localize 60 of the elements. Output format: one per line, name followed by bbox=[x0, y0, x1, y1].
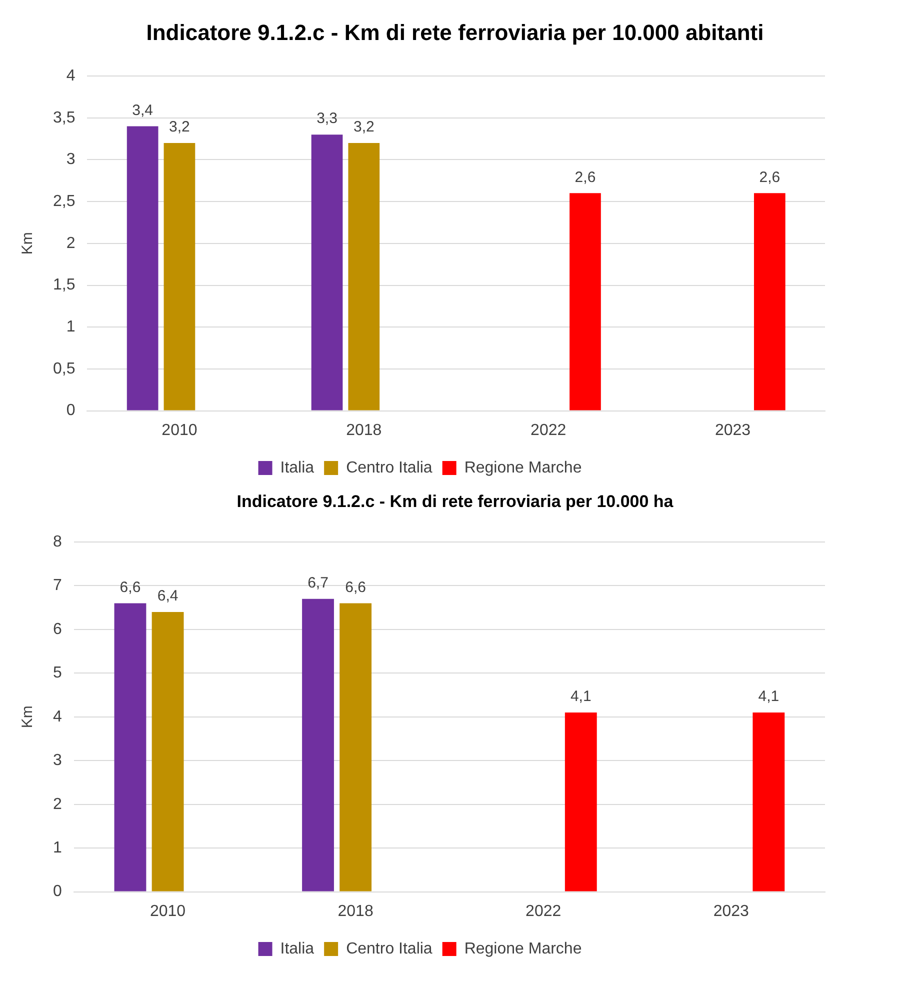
y-axis-title: Km bbox=[19, 232, 36, 255]
bar bbox=[570, 193, 601, 410]
legend-label: Regione Marche bbox=[464, 940, 582, 958]
data-label: 3,2 bbox=[353, 118, 374, 136]
data-label: 4,1 bbox=[570, 688, 592, 706]
y-axis-title: Km bbox=[19, 706, 36, 728]
data-label: 2,6 bbox=[759, 168, 780, 186]
chart-title: Indicatore 9.1.2.c - Km di rete ferroviaria per 10.000 abitanti bbox=[145, 19, 765, 46]
bar bbox=[114, 603, 146, 892]
bar bbox=[348, 142, 380, 410]
y-tick-label: 5 bbox=[52, 664, 62, 682]
legend-label: Centro Italia bbox=[346, 459, 432, 476]
x-tick-label: 2022 bbox=[530, 422, 566, 439]
data-label: 6,6 bbox=[120, 578, 141, 596]
bar bbox=[752, 712, 785, 892]
y-tick-label: 0 bbox=[66, 402, 76, 420]
x-tick-label: 2023 bbox=[713, 902, 750, 920]
y-tick-label: 1 bbox=[52, 839, 62, 856]
legend-label: Regione Marche bbox=[464, 459, 582, 476]
legend-label: Centro Italia bbox=[346, 940, 432, 958]
bar bbox=[754, 193, 786, 410]
y-tick-label: 3 bbox=[66, 151, 76, 168]
y-tick-label: 2 bbox=[52, 796, 62, 813]
x-tick-label: 2010 bbox=[150, 902, 186, 920]
legend-label: Italia bbox=[280, 940, 314, 958]
chart-title: Indicatore 9.1.2.c - Km di rete ferroviaria per 10.000 ha bbox=[236, 491, 674, 512]
y-tick-label: 2,5 bbox=[52, 192, 76, 210]
legend-label: Italia bbox=[280, 459, 314, 476]
y-tick-label: 6 bbox=[52, 620, 62, 638]
x-tick-label: 2023 bbox=[714, 422, 751, 439]
x-tick-label: 2010 bbox=[162, 422, 198, 439]
bar bbox=[340, 603, 372, 892]
data-label: 3,4 bbox=[132, 102, 154, 119]
y-tick-label: 0 bbox=[52, 883, 62, 900]
y-tick-label: 0,5 bbox=[52, 360, 76, 378]
bar bbox=[152, 612, 184, 892]
y-tick-label: 8 bbox=[52, 533, 62, 550]
bar bbox=[164, 142, 196, 410]
data-label: 3,2 bbox=[169, 118, 190, 136]
data-label: 6,7 bbox=[308, 574, 328, 592]
x-tick-label: 2018 bbox=[346, 422, 382, 439]
data-label: 3,3 bbox=[316, 110, 338, 128]
data-label: 6,4 bbox=[157, 588, 178, 605]
data-label: 4,1 bbox=[758, 688, 780, 706]
bar bbox=[564, 712, 597, 892]
y-tick-label: 1 bbox=[66, 318, 76, 336]
bar bbox=[126, 126, 158, 410]
y-tick-label: 2 bbox=[66, 234, 76, 252]
y-tick-label: 3,5 bbox=[52, 109, 76, 126]
y-tick-label: 4 bbox=[52, 708, 62, 726]
y-tick-label: 7 bbox=[52, 577, 62, 594]
y-tick-label: 3 bbox=[52, 752, 62, 770]
x-tick-label: 2022 bbox=[526, 902, 562, 920]
x-tick-label: 2018 bbox=[338, 902, 374, 920]
data-label: 6,6 bbox=[345, 578, 366, 596]
y-tick-label: 4 bbox=[66, 67, 76, 84]
bar bbox=[311, 134, 343, 410]
y-tick-label: 1,5 bbox=[52, 276, 76, 294]
bar bbox=[302, 598, 334, 892]
data-label: 2,6 bbox=[574, 168, 596, 186]
